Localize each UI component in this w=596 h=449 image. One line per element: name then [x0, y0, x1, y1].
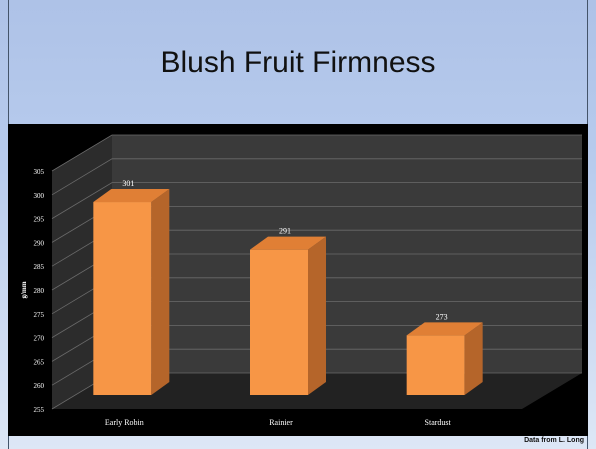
bar-front-0	[93, 202, 152, 395]
y-tick-label-265: 265	[34, 358, 45, 366]
gridline-305	[51, 134, 582, 172]
x-tick-label-2: Stardust	[425, 418, 452, 427]
bar-top-0	[93, 189, 170, 203]
bar-side-1	[308, 236, 326, 395]
y-axis-label: g/mm	[20, 281, 28, 298]
bar-front-1	[250, 249, 308, 395]
y-tick-label-285: 285	[34, 263, 45, 271]
y-tick-label-300: 300	[34, 192, 45, 200]
bar-top-2	[406, 322, 483, 336]
y-tick-label-305: 305	[34, 168, 45, 176]
chart-area: 255 260 265 270 275 280 285 290 295 300 305 g/mm 301…	[8, 124, 588, 436]
y-tick-label-270: 270	[34, 335, 45, 343]
data-credit: Data from L. Long	[524, 437, 584, 444]
y-tick-label-280: 280	[34, 287, 45, 295]
bar-chart: 255 260 265 270 275 280 285 290 295 300 305 g/mm 301…	[20, 134, 582, 427]
title-band: Blush Fruit Firmness	[8, 0, 588, 124]
y-tick-label-255: 255	[34, 406, 45, 414]
bar-side-2	[464, 322, 483, 395]
x-tick-label-1: Rainier	[269, 418, 293, 427]
bottom-band	[8, 436, 588, 449]
slide-title: Blush Fruit Firmness	[160, 46, 436, 79]
bar-top-1	[250, 236, 326, 250]
bar-side-0	[151, 189, 170, 395]
bar-front-2	[406, 335, 465, 395]
x-tick-label-0: Early Robin	[105, 418, 144, 427]
gridline-295	[51, 182, 582, 219]
y-tick-label-295: 295	[34, 216, 45, 224]
y-tick-label-290: 290	[34, 239, 45, 247]
data-label-1: 291	[279, 227, 291, 236]
data-label-0: 301	[122, 179, 134, 188]
y-tick-label-275: 275	[34, 311, 45, 319]
data-label-2: 273	[436, 312, 448, 321]
gridline-300	[51, 158, 582, 196]
y-tick-label-260: 260	[34, 382, 45, 390]
